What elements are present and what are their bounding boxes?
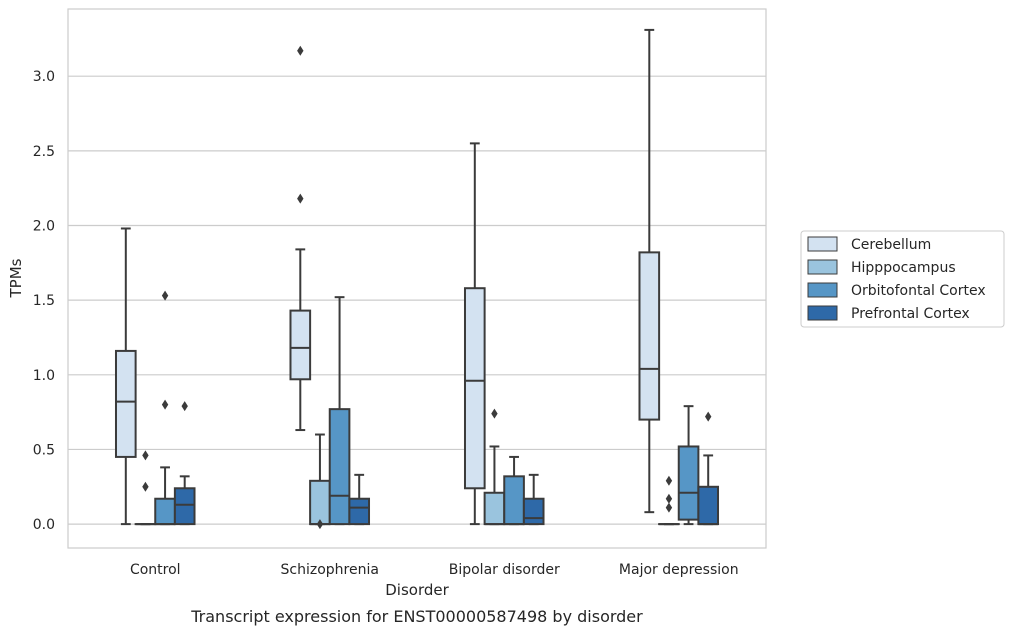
box-group [463,142,486,526]
legend: Cerebellum Hipppocampus Orbitofontal Corte… [800,230,1005,328]
outlier-point [161,399,169,410]
x-tick-label: Control [130,562,181,578]
box-group [348,473,371,526]
outlier-point [142,481,149,492]
outlier-point [491,408,498,419]
outlier-point [316,519,324,530]
legend-label: Prefrontal Cortex [851,306,970,322]
box-series [114,28,720,530]
outlier-point [665,502,673,513]
x-axis-ticks: Control Schizophrenia Bipolar disorder Majo… [130,562,739,578]
x-tick-label: Major depression [619,562,739,578]
box-group [289,45,312,432]
outlier-point [297,45,304,56]
box-group [697,411,720,526]
legend-swatch [807,236,838,252]
outlier-point [665,475,673,486]
box [173,487,196,526]
x-axis-label: Disorder [385,581,449,599]
figure-caption: Transcript expression for ENST0000058749… [190,607,643,626]
plot-area [68,9,766,548]
outlier-point [142,450,149,461]
box-group [154,290,176,526]
outlier-point [665,493,673,504]
legend-frame [800,230,1005,328]
box [154,497,176,526]
plot-frame [67,8,767,549]
outlier-point [181,401,188,412]
legend-label: Hipppocampus [851,260,956,276]
box-group [522,473,545,526]
box [522,497,545,526]
box [677,445,700,521]
y-axis-ticks: 0.0 0.5 1.0 1.5 2.0 2.5 3.0 [33,69,55,533]
y-tick-label: 2.5 [33,144,55,160]
outlier-point [704,411,712,422]
gridlines [68,75,766,525]
y-tick-label: 1.5 [33,293,55,309]
box [638,251,661,421]
outlier-point [161,290,169,301]
box-group [114,227,137,526]
box-group [658,475,680,526]
y-tick-label: 0.0 [33,517,55,533]
box [503,475,525,526]
box [483,491,506,526]
box-group [328,296,351,526]
box [697,485,720,526]
y-tick-label: 3.0 [33,69,55,85]
legend-label: Cerebellum [851,237,931,253]
box-group [677,405,700,526]
x-tick-label: Schizophrenia [281,562,379,578]
y-tick-label: 0.5 [33,442,55,458]
box [114,349,137,458]
y-tick-label: 2.0 [33,218,55,234]
box [309,479,331,526]
box [463,287,486,490]
outlier-point [297,193,304,204]
box [328,408,351,526]
box-group [173,401,196,526]
legend-label: Orbitofontal Cortex [851,283,986,299]
box-group [638,28,661,514]
y-axis-label: TPMs [7,258,25,298]
legend-swatch [807,305,838,321]
legend-swatch [807,282,838,298]
y-tick-label: 1.0 [33,368,55,384]
box [289,309,312,381]
legend-swatch [807,259,838,275]
box [348,497,371,526]
x-tick-label: Bipolar disorder [449,562,560,578]
